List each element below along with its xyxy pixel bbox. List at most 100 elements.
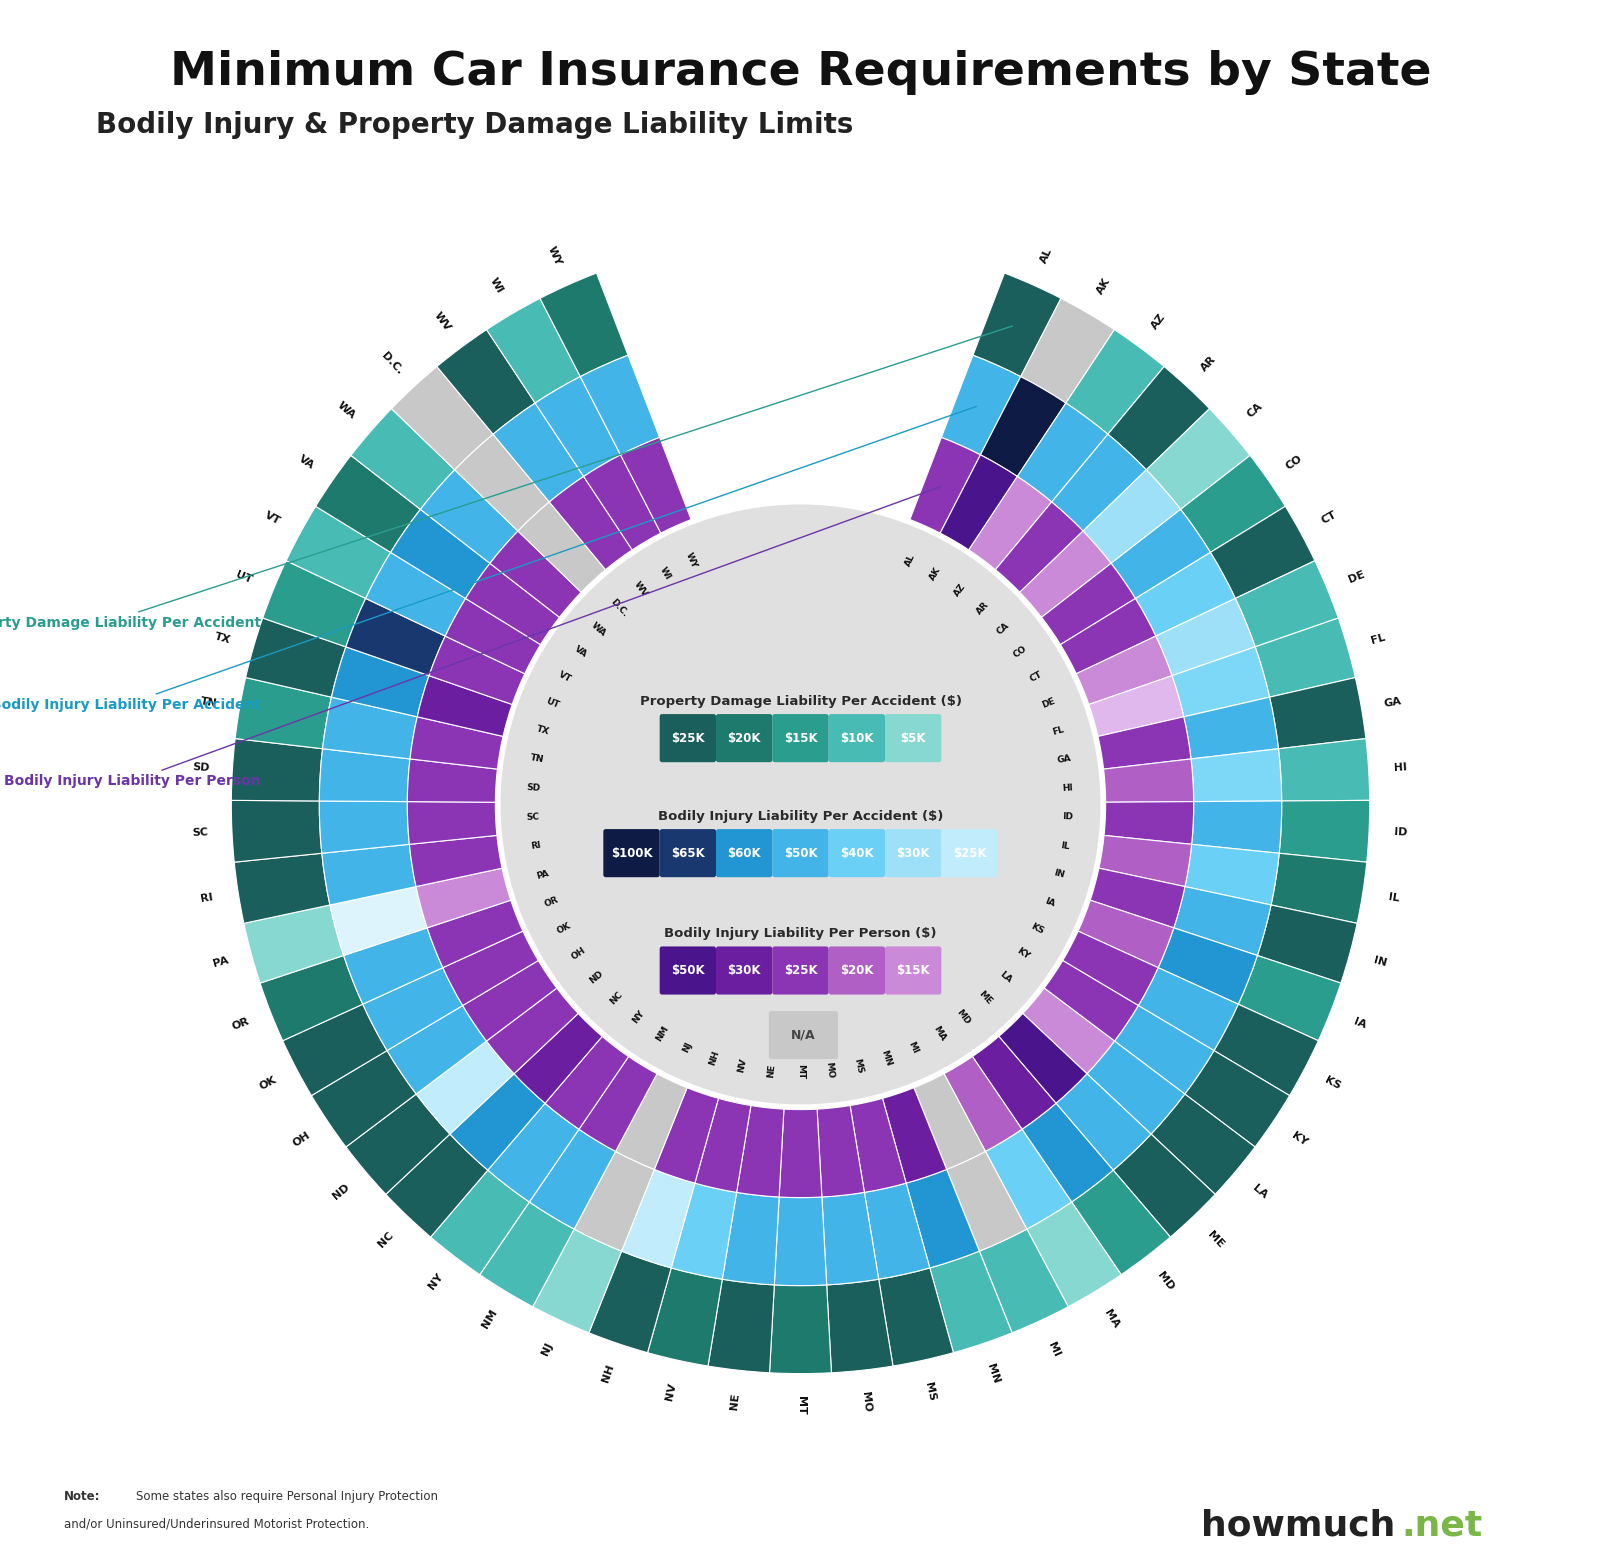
Text: MI: MI [1045,1340,1061,1358]
Wedge shape [1076,636,1172,704]
Wedge shape [1257,905,1358,982]
Wedge shape [996,501,1082,593]
Wedge shape [1255,617,1356,698]
Text: $25K: $25K [783,964,818,978]
Wedge shape [1185,845,1279,905]
Wedge shape [1138,968,1238,1050]
Text: $15K: $15K [783,732,818,744]
Text: CA: CA [994,622,1010,637]
Text: NJ: NJ [682,1040,695,1054]
Wedge shape [322,698,418,760]
Text: WV: WV [632,580,650,599]
FancyBboxPatch shape [660,715,716,763]
Wedge shape [1098,835,1191,886]
Text: UT: UT [544,696,560,710]
Wedge shape [410,835,503,886]
Wedge shape [431,1170,530,1275]
Wedge shape [1082,470,1180,563]
Wedge shape [535,376,621,476]
Wedge shape [1098,716,1191,769]
Wedge shape [533,1228,621,1334]
Wedge shape [1066,330,1164,435]
Text: KS: KS [1322,1075,1342,1092]
Text: AR: AR [1199,354,1218,373]
Wedge shape [346,599,445,676]
Text: NY: NY [426,1272,445,1292]
Text: N/A: N/A [791,1029,817,1041]
Wedge shape [580,1057,656,1151]
Wedge shape [418,676,512,736]
Text: VT: VT [557,670,573,684]
Wedge shape [287,506,391,599]
Text: $10K: $10K [841,732,874,744]
Wedge shape [387,1006,487,1094]
Wedge shape [1111,509,1210,599]
Text: MS: MS [852,1057,865,1074]
Wedge shape [945,1057,1021,1151]
Text: MT: MT [796,1064,805,1080]
Wedge shape [407,801,496,845]
Wedge shape [312,1050,416,1146]
Wedge shape [487,989,578,1074]
FancyBboxPatch shape [660,947,716,995]
Wedge shape [351,408,455,509]
Wedge shape [1279,738,1370,801]
Text: GA: GA [1057,753,1073,764]
Wedge shape [1271,854,1367,924]
FancyBboxPatch shape [885,715,941,763]
Text: CA: CA [1246,401,1265,419]
Text: AK: AK [1095,275,1113,295]
Wedge shape [1023,989,1114,1074]
Text: VA: VA [296,453,315,472]
Text: SD: SD [527,783,541,794]
Wedge shape [490,531,581,617]
Text: $20K: $20K [841,964,874,978]
Text: $25K: $25K [671,732,704,744]
Wedge shape [392,367,493,470]
Text: $100K: $100K [610,846,652,860]
Text: LA: LA [997,970,1013,984]
Wedge shape [386,1134,488,1238]
Text: MN: MN [879,1049,893,1067]
Wedge shape [365,552,466,636]
Wedge shape [1063,931,1158,1006]
Wedge shape [519,501,605,593]
Text: OR: OR [231,1016,251,1032]
Text: NV: NV [736,1058,749,1074]
Wedge shape [671,1183,736,1279]
Wedge shape [1279,800,1370,862]
Text: Property Damage Liability Per Accident ($): Property Damage Liability Per Accident (… [639,695,962,707]
FancyBboxPatch shape [716,715,772,763]
Wedge shape [263,560,365,647]
Text: ND: ND [331,1182,351,1202]
FancyBboxPatch shape [660,829,716,877]
Wedge shape [647,1269,722,1366]
Text: NH: NH [708,1049,722,1066]
Text: RI: RI [530,840,541,851]
Wedge shape [1042,563,1135,645]
Wedge shape [930,1252,1012,1352]
Wedge shape [429,636,525,704]
Text: DE: DE [1346,569,1366,585]
Wedge shape [1151,1094,1255,1194]
FancyBboxPatch shape [772,947,829,995]
Text: UT: UT [235,569,255,585]
Text: KY: KY [1015,947,1031,961]
Wedge shape [416,1041,514,1134]
Text: OH: OH [570,945,588,962]
Text: Bodily Injury Liability Per Person: Bodily Injury Liability Per Person [5,487,940,787]
FancyBboxPatch shape [829,715,885,763]
Text: Bodily Injury & Property Damage Liability Limits: Bodily Injury & Property Damage Liabilit… [96,111,853,139]
Wedge shape [455,435,549,531]
Text: TN: TN [199,696,218,709]
Text: GA: GA [1383,696,1402,709]
Text: NM: NM [653,1024,671,1043]
Text: Bodily Injury Liability Per Accident ($): Bodily Injury Liability Per Accident ($) [658,809,943,823]
Text: VA: VA [573,645,589,659]
FancyBboxPatch shape [829,829,885,877]
Text: IL: IL [1388,893,1401,903]
Text: Property Damage Liability Per Accident: Property Damage Liability Per Accident [0,326,1012,630]
Wedge shape [416,868,511,928]
Text: MD: MD [1156,1270,1175,1293]
Wedge shape [621,438,692,534]
